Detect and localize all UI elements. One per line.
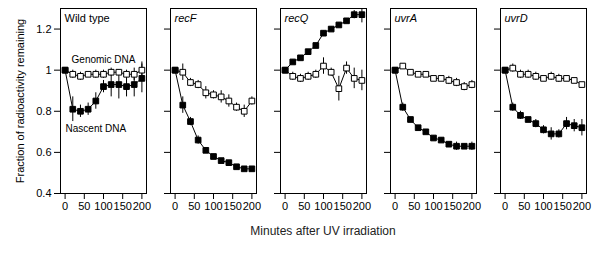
svg-text:200: 200 [353,200,371,212]
svg-text:0: 0 [62,200,68,212]
svg-text:50: 50 [408,200,420,212]
svg-text:150: 150 [224,200,242,212]
svg-text:50: 50 [518,200,530,212]
svg-text:0: 0 [392,200,398,212]
svg-text:0.4: 0.4 [36,187,51,199]
svg-text:1.2: 1.2 [36,23,51,35]
svg-text:100: 100 [94,200,112,212]
svg-text:uvrA: uvrA [395,12,418,24]
svg-text:Fraction of radioactivity rema: Fraction of radioactivity remaining [14,19,26,183]
svg-text:150: 150 [554,200,572,212]
html-text:Minutes after UV irradiation: Minutes after UV irradiation [250,224,396,238]
svg-text:uvrD: uvrD [505,12,528,24]
svg-text:Wild type: Wild type [65,12,110,24]
svg-text:50: 50 [188,200,200,212]
svg-text:50: 50 [78,200,90,212]
svg-text:Nascent DNA: Nascent DNA [66,123,127,134]
svg-text:recF: recF [175,12,198,24]
svg-text:100: 100 [314,200,332,212]
svg-text:200: 200 [463,200,481,212]
svg-text:0.6: 0.6 [36,146,51,158]
svg-text:0: 0 [172,200,178,212]
svg-text:200: 200 [573,200,591,212]
svg-text:recQ: recQ [285,12,309,24]
svg-text:150: 150 [114,200,132,212]
svg-text:50: 50 [298,200,310,212]
svg-text:0: 0 [502,200,508,212]
svg-text:0.8: 0.8 [36,105,51,117]
svg-text:200: 200 [243,200,261,212]
svg-text:200: 200 [133,200,151,212]
svg-text:100: 100 [534,200,552,212]
svg-text:0: 0 [282,200,288,212]
svg-text:150: 150 [444,200,462,212]
svg-text:1: 1 [45,64,51,76]
svg-text:Genomic DNA: Genomic DNA [72,54,136,65]
svg-text:150: 150 [334,200,352,212]
svg-text:100: 100 [204,200,222,212]
svg-text:100: 100 [424,200,442,212]
